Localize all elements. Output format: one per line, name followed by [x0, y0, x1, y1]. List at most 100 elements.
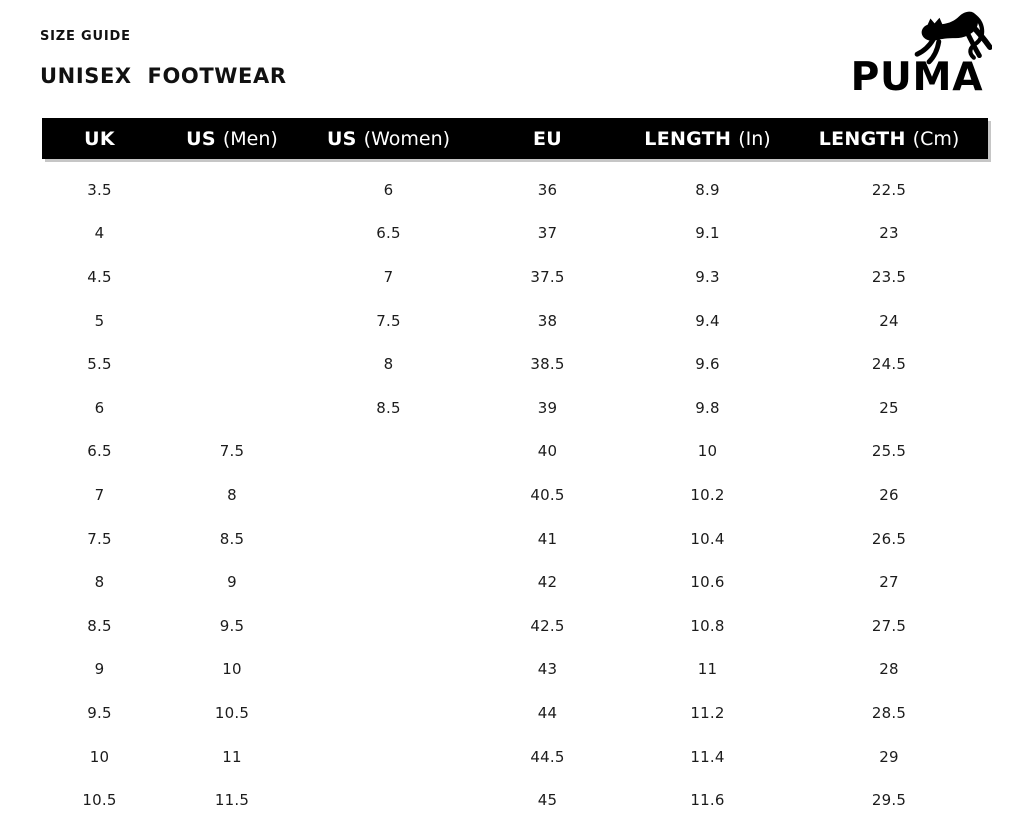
size-cell: 11.6: [690, 791, 725, 810]
size-cell: 10.2: [690, 485, 725, 504]
size-cell: 27.5: [871, 616, 907, 635]
column-header-length-cm: LENGTH (Cm): [818, 127, 960, 150]
leaping-cat-icon: [914, 11, 992, 65]
size-cell: 10.5: [214, 703, 250, 722]
size-cell: 3.5: [87, 180, 112, 199]
size-cell: 11: [222, 747, 242, 766]
size-cell: 8.5: [87, 616, 112, 635]
column-header-us-women: US (Women): [326, 127, 451, 150]
size-cell: 10: [697, 442, 718, 461]
size-cell: [157, 386, 307, 430]
size-cell: 27: [879, 573, 899, 592]
size-cell: 43: [537, 660, 558, 679]
column-header-length-in: LENGTH (In): [644, 127, 771, 150]
size-cell: [157, 212, 307, 256]
column-header-uk: UK: [84, 127, 115, 150]
size-cell: 29: [879, 747, 899, 766]
size-cell: 8.5: [376, 398, 401, 417]
size-cell: 7: [94, 485, 105, 504]
size-cell: 4.5: [87, 267, 112, 286]
column-header-eu: EU: [532, 127, 562, 150]
size-cell: 25: [879, 398, 899, 417]
size-cell: 10: [222, 660, 242, 679]
size-cell: 22.5: [871, 180, 907, 199]
size-cell: 6: [383, 180, 394, 199]
size-cell: 9.5: [87, 703, 112, 722]
size-cell: 38: [537, 311, 558, 330]
size-cell: 9.6: [695, 355, 720, 374]
size-cell: 7: [383, 267, 394, 286]
size-cell: 10.8: [690, 616, 725, 635]
size-cell: [157, 342, 307, 386]
puma-wordmark: PUMA: [852, 55, 983, 94]
size-cell: 42.5: [530, 616, 565, 635]
size-cell: 10.4: [690, 529, 725, 548]
size-cell: [157, 168, 307, 212]
size-cell: [307, 778, 470, 822]
size-cell: [307, 604, 470, 648]
size-cell: 6.5: [376, 224, 401, 243]
size-cell: 37.5: [530, 267, 565, 286]
size-cell: 5: [94, 311, 105, 330]
size-cell: 11.4: [690, 747, 725, 766]
size-cell: 9.4: [695, 311, 720, 330]
size-cell: 40.5: [530, 485, 565, 504]
size-cell: 8.9: [695, 180, 720, 199]
size-cell: 44: [537, 703, 558, 722]
size-cell: 40: [537, 442, 558, 461]
size-cell: 9.5: [219, 616, 245, 635]
size-cell: 37: [537, 224, 558, 243]
size-cell: 10.5: [82, 791, 117, 810]
size-cell: 11.2: [690, 703, 725, 722]
size-cell: 39: [537, 398, 558, 417]
size-cell: [307, 430, 470, 474]
puma-logo-graphic: PUMA: [852, 11, 992, 94]
size-cell: 8.5: [219, 529, 245, 548]
size-cell: 9.1: [695, 224, 720, 243]
size-cell: 24.5: [871, 355, 907, 374]
size-cell: 6.5: [87, 442, 112, 461]
puma-logo: PUMA: [852, 6, 992, 94]
size-cell: 9: [94, 660, 105, 679]
size-cell: 23.5: [871, 267, 907, 286]
size-cell: 23: [879, 224, 899, 243]
size-cell: 7.5: [376, 311, 401, 330]
size-cell: 28: [879, 660, 899, 679]
size-cell: [307, 560, 470, 604]
size-cell: [307, 517, 470, 561]
size-cell: 38.5: [530, 355, 565, 374]
size-cell: 42: [537, 573, 558, 592]
size-cell: [307, 735, 470, 779]
page-title: UNISEX FOOTWEAR: [40, 64, 287, 88]
size-cell: [307, 648, 470, 692]
size-cell: 28.5: [871, 703, 907, 722]
size-cell: 6: [94, 398, 105, 417]
size-cell: 25.5: [871, 442, 907, 461]
size-cell: 9.8: [695, 398, 720, 417]
size-cell: [307, 473, 470, 517]
size-cell: 36: [537, 180, 558, 199]
size-cell: 11: [697, 660, 718, 679]
size-cell: 9: [227, 573, 237, 592]
size-cell: 45: [537, 791, 558, 810]
eyebrow-label: SIZE GUIDE: [40, 29, 131, 44]
size-cell: 7.5: [87, 529, 112, 548]
size-cell: 44.5: [530, 747, 565, 766]
size-cell: 5.5: [87, 355, 112, 374]
size-cell: 10: [89, 747, 110, 766]
size-cell: 41: [537, 529, 558, 548]
column-header-us-men: US (Men): [186, 127, 278, 150]
size-cell: 26.5: [871, 529, 907, 548]
size-cell: 24: [879, 311, 899, 330]
size-cell: 10.6: [690, 573, 725, 592]
table-header-bar: UK US (Men) US (Women) EU LENGTH (In) LENGT…: [42, 118, 988, 159]
size-cell: 11.5: [214, 791, 250, 810]
size-cell: 8: [94, 573, 105, 592]
size-cell: 4: [94, 224, 105, 243]
size-cell: 26: [879, 485, 899, 504]
size-cell: 8: [227, 485, 237, 504]
size-cell: 9.3: [695, 267, 720, 286]
size-table-body: 3.5 6 36 8.9 22.5 4 6.5 37 9.1 23 4.5 7 37.5 9.3 23.5 5…: [42, 168, 988, 822]
size-cell: 8: [383, 355, 394, 374]
